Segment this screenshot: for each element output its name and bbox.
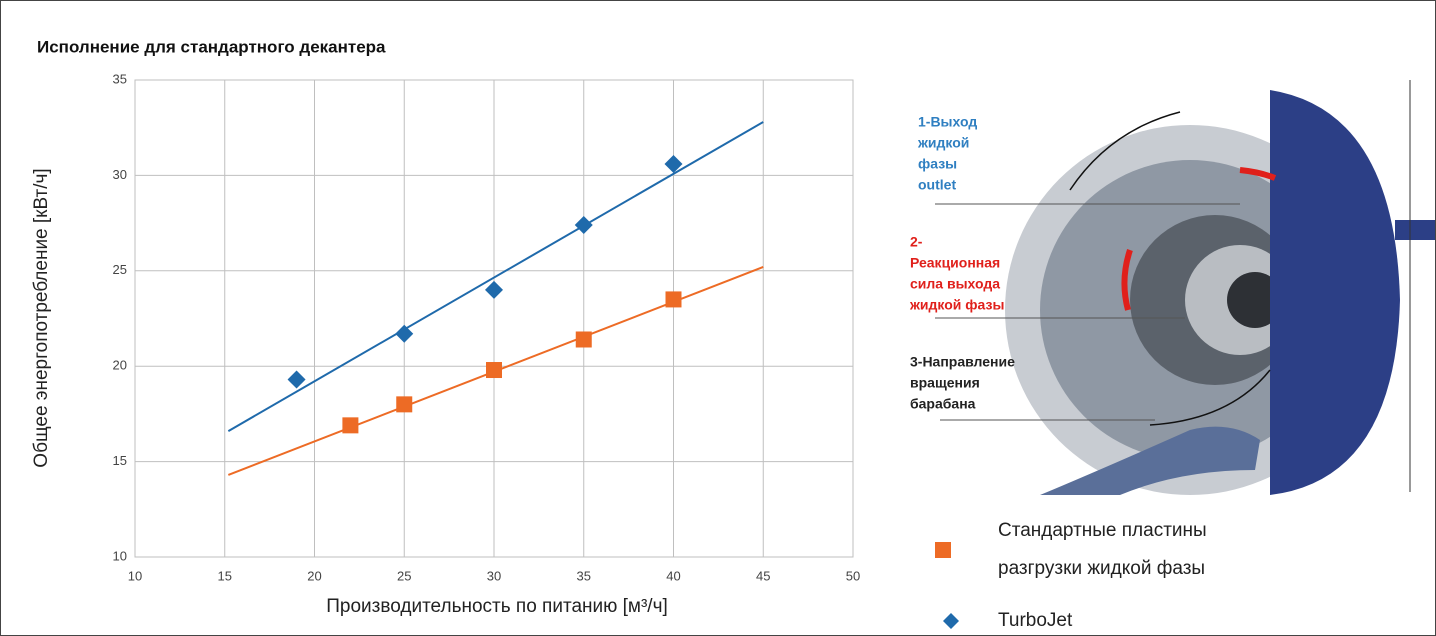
y-tick-label: 25 [113,262,127,277]
legend-marker [935,542,951,558]
x-tick-label: 50 [846,568,860,583]
point [395,325,413,343]
annotation: фазы [918,156,957,172]
point [342,417,358,433]
legend-marker [943,613,959,629]
annotation: вращения [910,375,980,391]
annotation: 2- [910,234,923,250]
x-tick-label: 25 [397,568,411,583]
legend-label: Стандартные пластины разгрузки жидкой фа… [998,512,1218,588]
x-tick-label: 30 [487,568,501,583]
x-tick-label: 40 [666,568,680,583]
x-tick-label: 10 [128,568,142,583]
x-tick-label: 45 [756,568,770,583]
chart-title: Исполнение для стандартного декантера [37,37,386,56]
x-tick-label: 20 [307,568,321,583]
housing [1270,90,1400,495]
annotation: барабана [910,396,976,412]
x-tick-label: 35 [577,568,591,583]
trendline [228,122,763,431]
y-axis-label: Общее энергопотребление [кВт/ч] [31,168,52,467]
annotation: outlet [918,177,956,193]
point [288,371,306,389]
y-tick-label: 15 [113,453,127,468]
point [575,216,593,234]
point [666,291,682,307]
chart: Исполнение для стандартного декантера Пр… [0,0,1436,636]
y-tick-label: 10 [113,548,127,563]
annotation: Реакционная [910,255,1000,271]
annotation: жидкой фазы [909,297,1004,313]
legend-label: TurboJet [998,602,1218,636]
shaft [1395,220,1435,240]
annotation: жидкой [917,135,969,151]
decanter-illustration [935,80,1435,495]
page: Исполнение для стандартного декантера Пр… [0,0,1436,636]
y-tick-label: 30 [113,167,127,182]
point [576,331,592,347]
annotation: 1-Выход [918,114,977,130]
x-tick-label: 15 [218,568,232,583]
point [485,281,503,299]
y-tick-label: 20 [113,358,127,373]
y-tick-label: 35 [113,71,127,86]
annotation: сила выхода [910,276,1000,292]
annotation: 3-Направление [910,354,1015,370]
point [486,362,502,378]
x-axis-label: Производительность по питанию [м³/ч] [326,596,668,617]
point [396,396,412,412]
